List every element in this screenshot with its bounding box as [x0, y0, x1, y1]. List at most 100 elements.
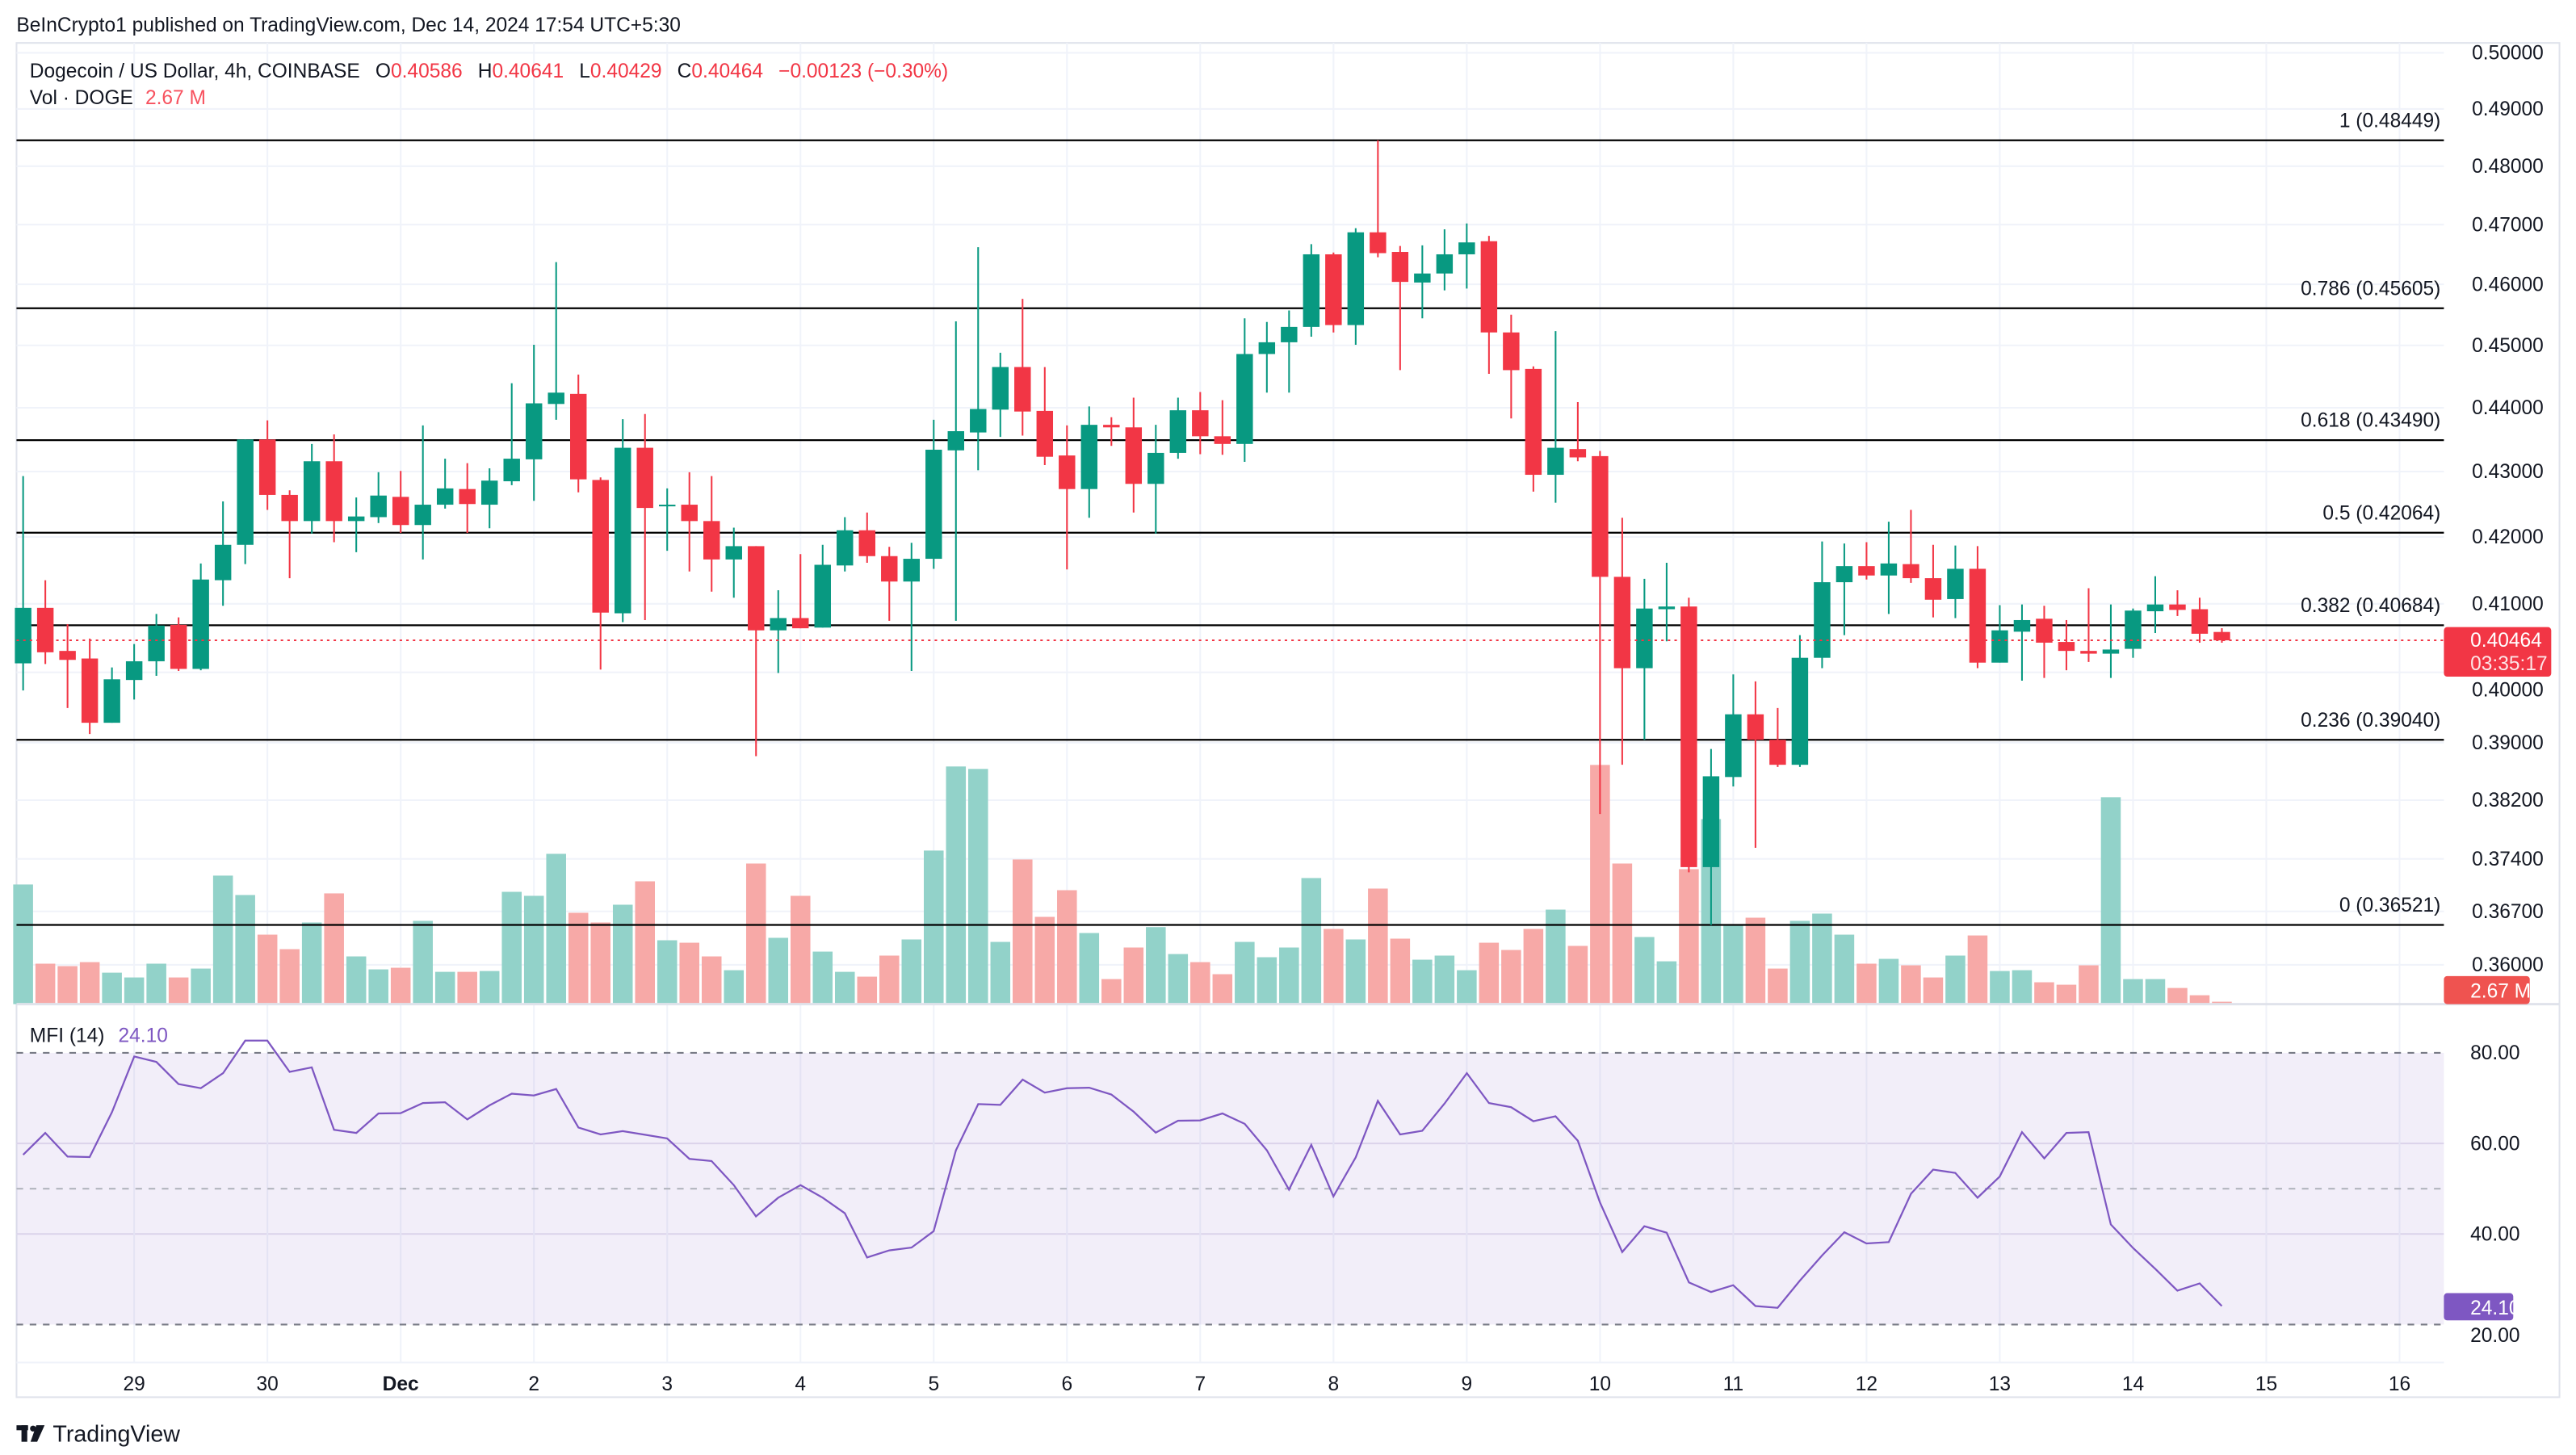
candle-body: [1702, 776, 1720, 867]
volume-bar: [701, 956, 722, 1004]
candle-body: [748, 546, 765, 631]
candle: [1525, 366, 1542, 492]
candle-body: [2036, 618, 2053, 643]
volume-bar: [1945, 955, 1966, 1004]
volume-bar: [1034, 916, 1055, 1004]
candle-body: [214, 544, 232, 581]
candle: [59, 624, 76, 708]
volume-bar: [1101, 979, 1122, 1004]
volume-bar: [612, 904, 633, 1004]
candle-body: [325, 461, 342, 522]
volume-bar: [790, 895, 811, 1004]
candle: [925, 419, 942, 569]
svg-text:Dogecoin / US Dollar, 4h, COIN: Dogecoin / US Dollar, 4h, COINBASE O0.40…: [30, 61, 948, 82]
candle-body: [414, 505, 431, 526]
volume-bar: [1235, 941, 1255, 1004]
volume-bar: [1967, 935, 1988, 1004]
legend-l-label: L: [579, 61, 590, 82]
volume-bar: [1168, 954, 1189, 1004]
volume-bar: [1723, 924, 1743, 1004]
candle-body: [614, 447, 631, 614]
volume-bar: [1745, 917, 1766, 1004]
legend-c-label: C: [678, 61, 692, 82]
volume-bar: [1479, 942, 1500, 1004]
volume-bar: [1079, 933, 1100, 1004]
time-axis[interactable]: 29 30 Dec 2 3 4 5 6 7 8 9 10 11 12 13 14 15 16: [123, 1373, 2410, 1395]
time-tick-label: 3: [661, 1373, 673, 1395]
candle: [1436, 229, 1454, 291]
candle-body: [1991, 630, 2008, 663]
volume-bar: [857, 976, 878, 1004]
volume-bar: [2145, 979, 2166, 1004]
price-tick-label: 0.47000: [2472, 214, 2544, 236]
candle-body: [792, 618, 809, 629]
candle-body: [1725, 714, 1742, 778]
volume-bar: [1257, 957, 1278, 1004]
candle: [281, 490, 298, 579]
fib-retracement[interactable]: 1 (0.48449) 0.786 (0.45605) 0.618 (0.43490…: [16, 110, 2444, 926]
candle-body: [1503, 332, 1520, 371]
volume-bar: [946, 766, 967, 1004]
mfi-axis[interactable]: 80.00 60.00 40.00 20.00: [2470, 1042, 2519, 1347]
candle: [1503, 314, 1520, 419]
price-axis[interactable]: 0.50000 0.49000 0.48000 0.47000 0.46000 0.450…: [2472, 43, 2544, 977]
svg-text:Vol · DOGE 2.67 M: Vol · DOGE 2.67 M: [30, 87, 206, 109]
volume-bar: [1279, 947, 1299, 1004]
candle: [1370, 140, 1387, 258]
time-tick-label: 11: [1723, 1373, 1743, 1395]
tradingview-logo[interactable]: TradingView: [16, 1422, 180, 1448]
price-tick-label: 0.37400: [2472, 849, 2544, 870]
candle: [1414, 245, 1431, 319]
candle-body: [659, 505, 676, 507]
candle-body: [992, 367, 1009, 410]
mfi-tag-value: 24.10: [2470, 1298, 2519, 1319]
candle: [1258, 321, 1276, 393]
candle-body: [1036, 410, 1054, 457]
candle: [436, 459, 454, 509]
volume-bar: [2079, 965, 2099, 1004]
volume-bars: [13, 765, 2232, 1004]
legend-h-label: H: [478, 61, 493, 82]
candle: [1702, 748, 1720, 925]
volume-bar: [212, 875, 233, 1004]
volume-bar: [1190, 962, 1210, 1004]
price-tick-label: 0.43000: [2472, 461, 2544, 483]
candle: [748, 546, 765, 757]
candle: [947, 321, 965, 621]
candle-body: [1636, 608, 1653, 669]
volume-bar: [901, 939, 922, 1004]
volume-bar: [1412, 959, 1433, 1004]
candle-body: [1547, 447, 1564, 476]
candle: [15, 476, 31, 691]
candle-body: [1192, 410, 1209, 437]
candle: [2036, 606, 2053, 678]
candle: [636, 413, 653, 620]
volume-bar: [257, 934, 278, 1004]
time-tick-label: 4: [795, 1373, 806, 1395]
price-tick-label: 0.36000: [2472, 954, 2544, 976]
candle-body: [1769, 740, 1786, 765]
price-tick-label: 0.39000: [2472, 732, 2544, 754]
candle-body: [15, 607, 31, 664]
candle-body: [2191, 609, 2209, 634]
candle-body: [1969, 568, 1987, 663]
candle: [903, 543, 920, 671]
candle: [2013, 604, 2031, 681]
candle-countdown: 03:35:17: [2470, 653, 2547, 675]
legend-c-value: 0.40464: [691, 61, 763, 82]
volume-bar: [457, 971, 477, 1004]
volume-bar: [1634, 937, 1655, 1004]
candle-body: [125, 660, 143, 681]
volume-bar: [57, 966, 78, 1004]
candle-body: [1791, 657, 1809, 765]
candle: [192, 563, 209, 671]
volume-bar: [390, 967, 411, 1004]
price-tick-label: 0.46000: [2472, 274, 2544, 296]
fib-level-label: 0.5 (0.42064): [2322, 502, 2440, 524]
volume-bar: [346, 956, 367, 1004]
volume-bar: [546, 853, 566, 1004]
candle: [1236, 318, 1253, 463]
candle: [1458, 223, 1475, 289]
volume-bar: [1368, 888, 1388, 1004]
